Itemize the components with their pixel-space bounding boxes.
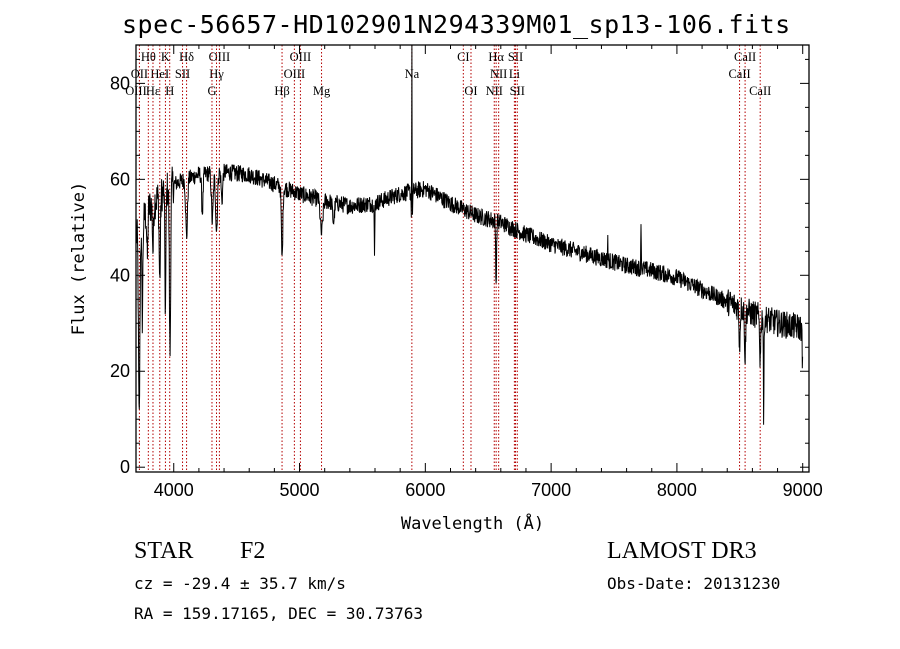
axis-ticks — [136, 45, 809, 472]
line-marker-label: H — [165, 84, 174, 98]
y-tick-label: 0 — [120, 457, 130, 477]
spectrum-series — [135, 44, 804, 425]
line-marker-label: Hα — [488, 50, 504, 64]
line-marker-label: G — [207, 84, 216, 98]
axis-labels: 4000 5000 6000 7000 8000 9000 0 20 40 60 80 Wavelen… — [69, 73, 823, 534]
line-marker-label: NII — [486, 84, 503, 98]
spectrum-title: spec-56657-HD102901N294339M01_sp13-106.f… — [122, 10, 791, 39]
y-axis-label: Flux (relative) — [69, 182, 89, 336]
line-marker-label: Hδ — [179, 50, 194, 64]
line-marker-label: K — [161, 50, 170, 64]
line-marker-label: Hθ — [141, 50, 156, 64]
x-tick-label: 8000 — [657, 480, 697, 500]
line-marker-label: NII — [490, 67, 507, 81]
line-marker-label: OIII — [290, 50, 312, 64]
coordinates-text: RA = 159.17165, DEC = 30.73763 — [134, 604, 423, 623]
line-marker-label: Hε — [146, 84, 160, 98]
x-axis-label: Wavelength (Å) — [401, 512, 544, 534]
object-class: STAR — [134, 538, 194, 564]
line-marker-label: SII — [508, 50, 523, 64]
line-marker-label: CaII — [728, 67, 750, 81]
y-tick-label: 40 — [110, 265, 130, 285]
line-marker-label: SII — [175, 67, 190, 81]
line-marker-label: CI — [457, 50, 470, 64]
line-marker-label: SII — [510, 84, 525, 98]
line-marker-label: Hγ — [209, 67, 224, 81]
line-marker-label: OII — [131, 67, 148, 81]
line-marker-label: CaII — [734, 50, 756, 64]
y-tick-label: 60 — [110, 169, 130, 189]
y-tick-label: 20 — [110, 361, 130, 381]
line-marker-label: OIII — [284, 67, 306, 81]
line-marker-label: HeI — [150, 67, 169, 81]
line-marker-label: Hβ — [274, 84, 289, 98]
line-marker-label: Li — [509, 67, 521, 81]
line-marker-label: OI — [464, 84, 477, 98]
x-tick-label: 6000 — [405, 480, 445, 500]
line-marker-label: CaII — [749, 84, 771, 98]
x-tick-label: 5000 — [280, 480, 320, 500]
obs-date-text: Obs-Date: 20131230 — [607, 574, 781, 593]
redshift-text: cz = -29.4 ± 35.7 km/s — [134, 574, 346, 593]
survey-name: LAMOST DR3 — [607, 538, 757, 564]
x-tick-label: 7000 — [531, 480, 571, 500]
x-tick-label: 9000 — [783, 480, 823, 500]
object-subclass: F2 — [240, 538, 266, 564]
line-marker-label: Mg — [313, 84, 331, 98]
line-marker-label: OIII — [209, 50, 231, 64]
spectrum-line — [135, 44, 804, 425]
y-tick-label: 80 — [110, 73, 130, 93]
x-tick-label: 4000 — [154, 480, 194, 500]
plot-frame — [135, 44, 810, 473]
